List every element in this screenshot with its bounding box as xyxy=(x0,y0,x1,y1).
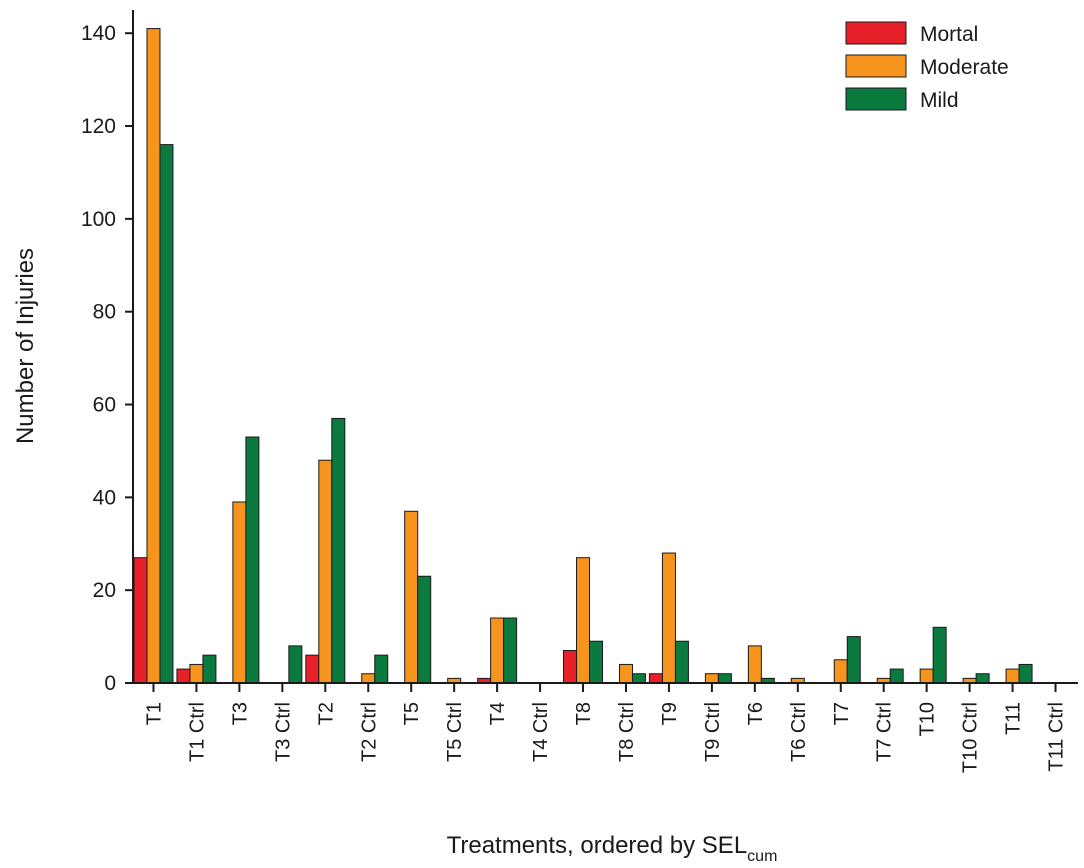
x-tick-label: T9 xyxy=(659,702,681,725)
bar-mild xyxy=(202,654,217,684)
x-ticks: T1 T1 Ctrl T3 T3 Ctrl T2 T2 Ctrl T5 T5 Ctrl T4 T4… xyxy=(143,683,1068,773)
bar-mild xyxy=(631,673,646,684)
x-axis-title: Treatments, ordered by SELcum xyxy=(447,832,778,865)
y-tick-label: 120 xyxy=(81,115,116,138)
bar-mortal xyxy=(176,668,191,684)
x-tick-label: T11 Ctrl xyxy=(1046,702,1068,772)
bar-mild xyxy=(846,636,861,684)
x-tick-label: T5 Ctrl xyxy=(444,702,466,762)
bar-mild xyxy=(288,645,303,684)
x-tick-label: T4 Ctrl xyxy=(530,702,552,762)
bars-layer xyxy=(133,28,1033,684)
bar-moderate xyxy=(361,673,376,684)
y-ticks: 0 20 40 60 80 100 120 140 xyxy=(81,22,133,695)
bar-mild xyxy=(674,640,689,684)
y-axis-title: Number of Injuries xyxy=(12,248,39,444)
x-tick-label: T3 xyxy=(229,702,251,725)
bar-mild xyxy=(932,626,947,684)
x-tick-label: T8 Ctrl xyxy=(616,702,638,762)
x-tick-label: T7 Ctrl xyxy=(874,702,896,762)
legend-label-mild: Mild xyxy=(920,89,959,112)
legend-swatch-moderate xyxy=(845,54,907,78)
bar-mild xyxy=(331,417,346,684)
legend-label-moderate: Moderate xyxy=(920,56,1009,79)
bar-mild xyxy=(417,575,432,684)
y-tick-label: 140 xyxy=(81,22,116,45)
y-tick-label: 60 xyxy=(93,394,116,417)
bar-mild xyxy=(245,436,260,684)
bar-moderate xyxy=(618,663,633,684)
bar-mild xyxy=(889,668,904,684)
x-tick-label: T5 xyxy=(401,702,423,725)
bar-mild xyxy=(717,673,732,684)
bar-moderate xyxy=(490,617,505,684)
y-tick-label: 0 xyxy=(104,672,116,695)
y-tick-label: 40 xyxy=(93,486,116,509)
bar-mild xyxy=(159,144,174,684)
y-tick-label: 100 xyxy=(81,208,116,231)
bar-moderate xyxy=(704,673,719,684)
legend-swatch-mild xyxy=(845,87,907,111)
legend: Mortal Moderate Mild xyxy=(845,21,1009,112)
bar-moderate xyxy=(747,645,762,684)
legend-label-mortal: Mortal xyxy=(920,23,978,46)
bar-moderate xyxy=(232,501,247,684)
x-tick-label: T7 xyxy=(831,702,853,725)
y-tick-label: 80 xyxy=(93,301,116,324)
bar-moderate xyxy=(919,668,934,684)
bar-moderate xyxy=(189,663,204,684)
y-tick-label: 20 xyxy=(93,579,116,602)
x-tick-label: T1 Ctrl xyxy=(186,702,208,762)
bar-mortal xyxy=(563,650,578,684)
x-tick-label: T10 Ctrl xyxy=(960,702,982,773)
x-tick-label: T4 xyxy=(487,702,509,725)
bar-mortal xyxy=(648,673,663,684)
x-tick-label: T2 xyxy=(315,702,337,725)
x-axis-title-subscript: cum xyxy=(747,848,777,865)
bar-moderate xyxy=(318,459,333,684)
x-tick-label: T1 xyxy=(143,702,165,725)
bar-moderate xyxy=(576,557,591,684)
bar-mortal xyxy=(305,654,320,684)
bar-moderate xyxy=(661,552,676,684)
bar-mild xyxy=(374,654,389,684)
bar-mild xyxy=(503,617,518,684)
bar-moderate xyxy=(1005,668,1020,684)
bar-mild xyxy=(589,640,604,684)
bar-mild xyxy=(1018,663,1033,684)
x-tick-label: T9 Ctrl xyxy=(702,702,724,762)
bar-moderate xyxy=(146,28,161,684)
x-tick-label: T3 Ctrl xyxy=(272,702,294,762)
x-tick-label: T6 Ctrl xyxy=(788,702,810,762)
x-tick-label: T10 xyxy=(917,702,939,736)
bar-moderate xyxy=(404,510,419,684)
bar-mild xyxy=(975,673,990,684)
legend-swatch-mortal xyxy=(845,21,907,45)
x-tick-label: T6 xyxy=(745,702,767,725)
x-tick-label: T2 Ctrl xyxy=(358,702,380,762)
axes-layer xyxy=(132,10,1078,684)
bar-mortal xyxy=(133,557,148,684)
x-tick-label: T11 xyxy=(1003,702,1025,735)
bar-moderate xyxy=(833,659,848,684)
x-tick-label: T8 xyxy=(573,702,595,725)
x-axis-title-main: Treatments, ordered by SEL xyxy=(447,832,748,859)
